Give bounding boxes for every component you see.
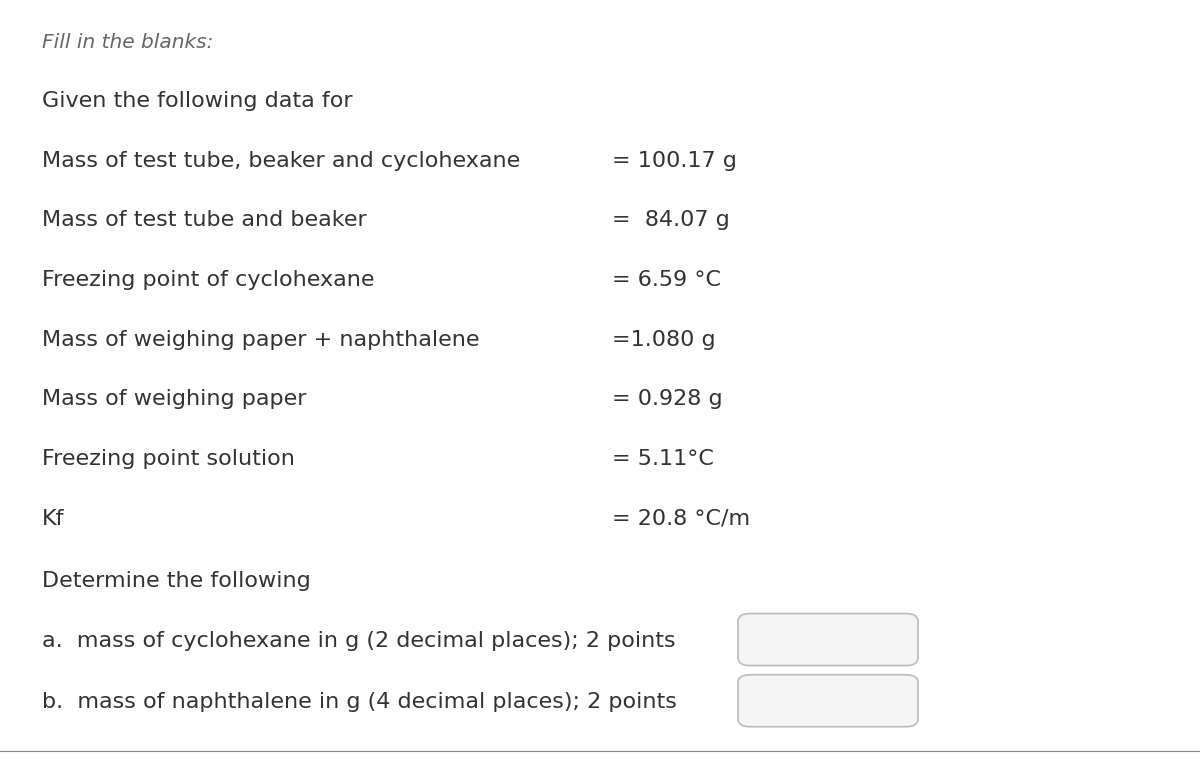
- Text: Mass of weighing paper: Mass of weighing paper: [42, 389, 306, 409]
- Text: Freezing point of cyclohexane: Freezing point of cyclohexane: [42, 270, 374, 290]
- Text: = 6.59 °C: = 6.59 °C: [612, 270, 721, 290]
- Text: b.  mass of naphthalene in g (4 decimal places); 2 points: b. mass of naphthalene in g (4 decimal p…: [42, 692, 677, 712]
- Text: Fill in the blanks:: Fill in the blanks:: [42, 33, 214, 51]
- Text: Given the following data for: Given the following data for: [42, 91, 353, 111]
- Text: Mass of test tube, beaker and cyclohexane: Mass of test tube, beaker and cyclohexan…: [42, 151, 521, 171]
- Text: Mass of weighing paper + naphthalene: Mass of weighing paper + naphthalene: [42, 330, 480, 350]
- Text: Mass of test tube and beaker: Mass of test tube and beaker: [42, 210, 367, 230]
- Text: = 5.11°C: = 5.11°C: [612, 449, 714, 469]
- Text: = 20.8 °C/m: = 20.8 °C/m: [612, 509, 750, 529]
- Text: =  84.07 g: = 84.07 g: [612, 210, 730, 230]
- Text: = 0.928 g: = 0.928 g: [612, 389, 722, 409]
- FancyBboxPatch shape: [738, 614, 918, 666]
- Text: a.  mass of cyclohexane in g (2 decimal places); 2 points: a. mass of cyclohexane in g (2 decimal p…: [42, 631, 676, 651]
- Text: Freezing point solution: Freezing point solution: [42, 449, 295, 469]
- Text: = 100.17 g: = 100.17 g: [612, 151, 737, 171]
- Text: Determine the following: Determine the following: [42, 571, 311, 591]
- FancyBboxPatch shape: [738, 675, 918, 727]
- Text: =1.080 g: =1.080 g: [612, 330, 715, 350]
- Text: Kf: Kf: [42, 509, 65, 529]
